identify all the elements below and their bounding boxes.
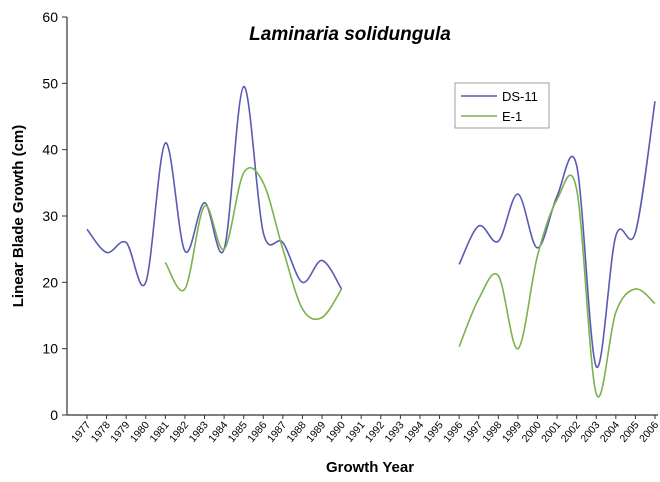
y-tick-label: 50 xyxy=(42,75,58,91)
y-tick-label: 10 xyxy=(42,341,58,357)
legend-box xyxy=(454,82,550,129)
y-tick-label: 40 xyxy=(42,142,58,158)
y-axis-label: Linear Blade Growth (cm) xyxy=(10,125,27,308)
line xyxy=(86,85,343,290)
line xyxy=(164,167,343,321)
y-tick-label: 30 xyxy=(42,208,58,224)
chart-title: Laminaria solidungula xyxy=(249,24,451,45)
y-tick-label: 60 xyxy=(42,9,58,25)
y-tick-label: 20 xyxy=(42,274,58,290)
x-axis-label: Growth Year xyxy=(326,459,414,476)
legend-label: E-1 xyxy=(502,109,522,124)
line xyxy=(458,101,656,368)
line xyxy=(458,174,656,398)
legend-label: DS-11 xyxy=(502,89,538,104)
y-tick-label: 0 xyxy=(50,407,58,423)
